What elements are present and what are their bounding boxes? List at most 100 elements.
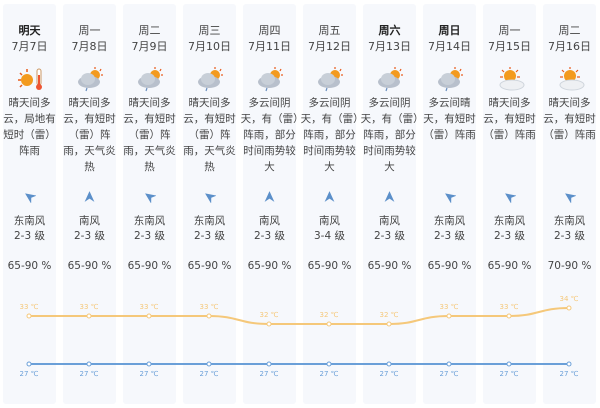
wind-info: 东南风 2-3 级: [119, 214, 180, 244]
wind-direction: 东南风: [133, 215, 166, 227]
wind-direction: 南风: [379, 215, 400, 227]
low-temp-point: [566, 361, 572, 367]
day-column: 周二 7月16日 晴天间多云，有短时（雷）阵雨 东南风 2-3 级 70-90 %: [543, 4, 596, 404]
wind-direction-arrow-icon: [84, 191, 95, 202]
wind-level: 2-3 级: [14, 230, 45, 242]
wind-info: 东南风 2-3 级: [179, 214, 240, 244]
wind-info: 南风 2-3 级: [59, 214, 120, 244]
low-temp-label: 27 ℃: [380, 370, 399, 378]
humidity: 65-90 %: [67, 260, 112, 272]
low-temp-label: 27 ℃: [320, 370, 339, 378]
day-label: 周一: [498, 24, 521, 37]
high-temp-point: [206, 313, 212, 319]
sun-cloud-icon: [499, 67, 525, 91]
date-label: 7月7日: [11, 40, 48, 53]
wind-direction-arrow-icon: [565, 193, 576, 203]
sun-cloud-icon: [559, 67, 585, 91]
wind-level: 2-3 级: [134, 230, 165, 242]
wind-level: 2-3 级: [374, 230, 405, 242]
weather-description: 晴天间多云，局地有短时（雷）阵雨: [3, 97, 56, 157]
day-column: 明天 7月7日 晴天间多云，局地有短时（雷）阵雨 东南风 2-3 级 65-90 …: [3, 4, 56, 404]
low-temp-label: 27 ℃: [140, 370, 159, 378]
cloud-sun-rain-icon: [438, 67, 463, 92]
low-temp-point: [326, 361, 332, 367]
date-label: 7月11日: [248, 40, 291, 53]
weather-description: 多云间阴天，有（雷）阵雨，部分时间雨势较大: [300, 97, 359, 173]
wind-level: 2-3 级: [254, 230, 285, 242]
high-temp-label: 33 ℃: [140, 303, 159, 311]
high-temp-label: 33 ℃: [440, 303, 459, 311]
day-label: 周日: [438, 24, 461, 37]
humidity: 65-90 %: [487, 260, 532, 272]
day-column: 周一 7月15日 晴天间多云，有短时（雷）阵雨 东南风 2-3 级 65-90 %: [483, 4, 536, 404]
low-temp-point: [26, 361, 32, 367]
day-label: 周五: [318, 24, 341, 37]
humidity: 65-90 %: [187, 260, 232, 272]
high-temp-point: [506, 313, 512, 319]
low-temp-label: 27 ℃: [260, 370, 279, 378]
high-temp-label: 33 ℃: [500, 303, 519, 311]
wind-direction-arrow-icon: [205, 193, 216, 203]
high-temp-label: 33 ℃: [20, 303, 39, 311]
wind-direction-arrow-icon: [264, 191, 275, 202]
low-temp-point: [266, 361, 272, 367]
wind-direction: 东南风: [433, 215, 466, 227]
date-label: 7月12日: [308, 40, 351, 53]
low-temp-label: 27 ℃: [560, 370, 579, 378]
high-temp-label: 32 ℃: [320, 311, 339, 319]
high-temp-point: [86, 313, 92, 319]
high-temp-point: [446, 313, 452, 319]
wind-level: 2-3 级: [494, 230, 525, 242]
humidity: 65-90 %: [247, 260, 292, 272]
wind-direction-arrow-icon: [505, 193, 516, 203]
humidity: 65-90 %: [7, 260, 52, 272]
humidity: 65-90 %: [367, 260, 412, 272]
high-temp-label: 33 ℃: [80, 303, 99, 311]
high-temp-point: [26, 313, 32, 319]
wind-info: 东南风 2-3 级: [0, 214, 60, 244]
cloud-sun-rain-icon: [138, 67, 163, 92]
wind-direction-arrow-icon: [324, 191, 335, 202]
high-temp-point: [386, 321, 392, 327]
wind-level: 2-3 级: [434, 230, 465, 242]
day-column: 周六 7月13日 多云间阴天，有（雷）阵雨，部分时间雨势较大 南风 2-3 级 6…: [361, 4, 418, 404]
cloud-sun-rain-icon: [378, 67, 403, 92]
weather-description: 晴天间多云，有短时（雷）阵雨: [483, 97, 536, 141]
date-label: 7月10日: [188, 40, 231, 53]
weather-description: 晴天间多云，有短时（雷）阵雨，天气炎热: [183, 97, 236, 173]
wind-level: 3-4 级: [314, 230, 345, 242]
wind-direction: 东南风: [493, 215, 526, 227]
wind-direction: 南风: [79, 215, 100, 227]
low-temp-point: [506, 361, 512, 367]
day-label: 周三: [198, 24, 221, 37]
weather-description: 晴天间多云，有短时（雷）阵雨，天气炎热: [63, 97, 116, 173]
day-label: 周二: [558, 24, 581, 37]
wind-direction-arrow-icon: [145, 193, 156, 203]
wind-direction: 东南风: [553, 215, 586, 227]
weather-description: 晴天间多云，有短时（雷）阵雨，天气炎热: [123, 97, 176, 173]
low-temp-label: 27 ℃: [440, 370, 459, 378]
high-temp-point: [146, 313, 152, 319]
cloud-sun-rain-icon: [258, 67, 283, 92]
low-temp-point: [446, 361, 452, 367]
low-temp-point: [146, 361, 152, 367]
high-temp-point: [566, 305, 572, 311]
humidity: 70-90 %: [547, 260, 592, 272]
day-column: 周日 7月14日 多云间晴天，有短时（雷）阵雨 东南风 2-3 级 65-90 %: [423, 4, 476, 404]
high-temp-label: 32 ℃: [260, 311, 279, 319]
wind-direction: 东南风: [13, 215, 46, 227]
date-label: 7月9日: [131, 40, 168, 53]
cloud-sun-rain-icon: [318, 67, 343, 92]
low-temp-label: 27 ℃: [500, 370, 519, 378]
day-column: 周一 7月8日 晴天间多云，有短时（雷）阵雨，天气炎热 南风 2-3 级 65-9…: [63, 4, 116, 404]
high-temp-label: 34 ℃: [560, 295, 579, 303]
day-label: 周二: [138, 24, 161, 37]
day-column: 周五 7月12日 多云间阴天，有（雷）阵雨，部分时间雨势较大 南风 3-4 级 6…: [301, 4, 358, 404]
day-column: 周四 7月11日 多云间阴天，有（雷）阵雨，部分时间雨势较大 南风 2-3 级 6…: [241, 4, 298, 404]
low-temp-label: 27 ℃: [20, 370, 39, 378]
day-column: 周二 7月9日 晴天间多云，有短时（雷）阵雨，天气炎热 东南风 2-3 级 65-…: [123, 4, 176, 404]
high-temp-point: [326, 321, 332, 327]
wind-level: 2-3 级: [74, 230, 105, 242]
